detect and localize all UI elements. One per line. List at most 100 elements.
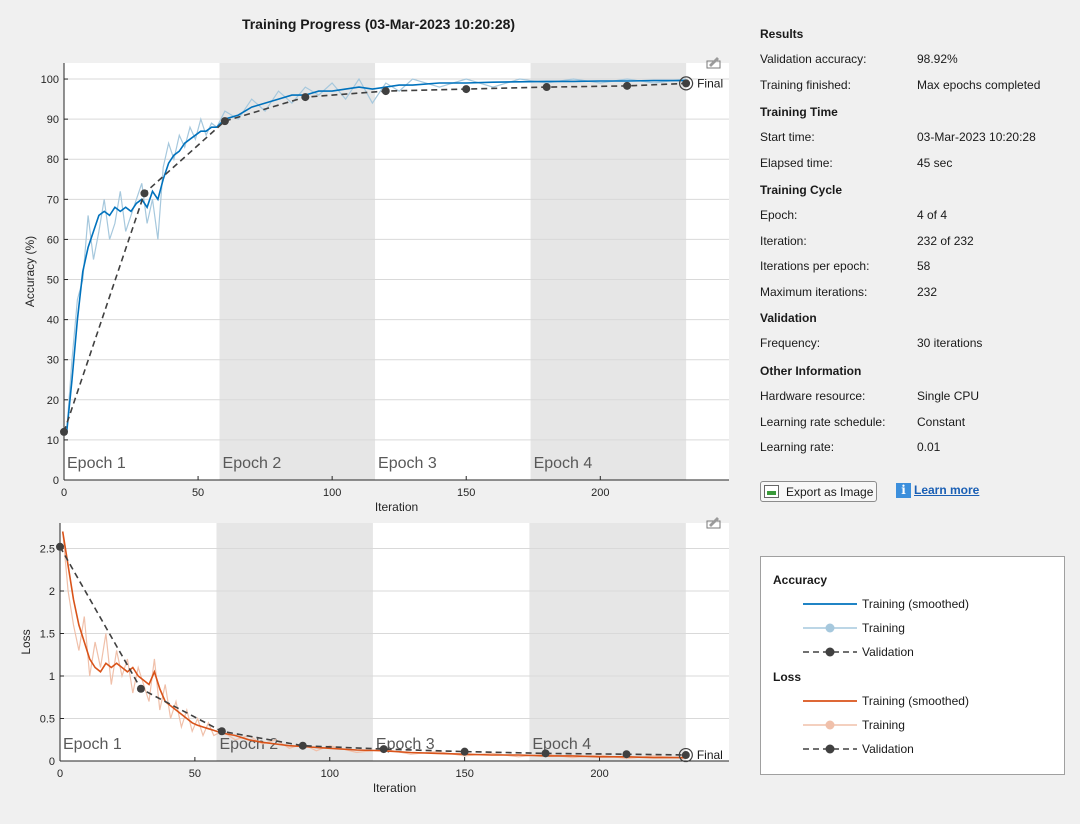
legend-swatch xyxy=(803,603,857,605)
result-label: Training finished: xyxy=(760,77,851,92)
legend-marker xyxy=(825,623,835,633)
x-tick-label: 50 xyxy=(192,487,204,499)
legend-marker xyxy=(825,647,835,657)
result-value: 232 xyxy=(917,285,938,300)
validation-point xyxy=(60,427,68,436)
y-tick-label: 2.5 xyxy=(40,544,55,556)
section-heading: Other Information xyxy=(760,364,862,378)
x-tick-label: 0 xyxy=(61,487,67,499)
epoch-label: Epoch 4 xyxy=(532,736,591,753)
learn-more-link[interactable]: Learn more xyxy=(914,483,980,497)
validation-point xyxy=(460,747,469,756)
legend-marker xyxy=(825,744,835,754)
result-label: Learning rate schedule: xyxy=(760,414,886,429)
legend-marker xyxy=(825,720,835,730)
x-tick-label: 150 xyxy=(457,487,475,499)
result-value: 58 xyxy=(917,259,931,274)
legend-heading: Loss xyxy=(773,670,802,684)
result-value: Max epochs completed xyxy=(917,77,1041,92)
result-label: Validation accuracy: xyxy=(760,52,867,66)
page-title: Training Progress (03-Mar-2023 10:20:28) xyxy=(241,16,516,32)
epoch-band xyxy=(216,523,373,761)
x-axis-label: Iteration xyxy=(373,781,416,795)
section-heading: Training Time xyxy=(760,105,838,119)
validation-point xyxy=(379,745,388,754)
legend-swatch xyxy=(803,623,857,633)
epoch-label: Epoch 4 xyxy=(534,455,593,472)
result-label: Epoch: xyxy=(760,208,798,222)
axes-toolbar-icon xyxy=(706,517,721,529)
x-tick-label: 0 xyxy=(57,768,63,780)
result-value: 232 of 232 xyxy=(917,233,974,248)
epoch-label: Epoch 2 xyxy=(223,455,282,472)
final-marker xyxy=(678,76,694,91)
y-tick-label: 10 xyxy=(47,435,59,447)
result-label: Iteration: xyxy=(760,233,807,248)
y-tick-label: 50 xyxy=(47,275,59,287)
x-axis-label: Iteration xyxy=(375,500,418,514)
x-tick-label: 50 xyxy=(189,768,201,780)
x-tick-label: 100 xyxy=(323,487,341,499)
x-tick-label: 100 xyxy=(321,768,339,780)
validation-line xyxy=(59,546,686,756)
result-value: 0.01 xyxy=(917,440,941,455)
training-smoothed-line xyxy=(65,79,687,432)
export-as-image-button[interactable]: Export as Image xyxy=(760,481,877,502)
y-tick-label: 0 xyxy=(53,475,59,487)
y-tick-label: 40 xyxy=(47,315,59,327)
legend: Accuracy Training (smoothed) Training Valid… xyxy=(760,556,1065,775)
result-label: Hardware resource: xyxy=(760,389,866,403)
result-label: Iterations per epoch: xyxy=(760,259,870,274)
validation-point xyxy=(462,85,471,94)
validation-point xyxy=(298,741,307,750)
final-label: Final xyxy=(697,748,723,762)
final-marker xyxy=(678,747,693,763)
epoch-label: Epoch 2 xyxy=(219,736,278,753)
validation-point xyxy=(220,117,229,126)
export-button-label: Export as Image xyxy=(786,485,874,499)
section-heading: Results xyxy=(760,27,804,41)
validation-point xyxy=(542,83,551,92)
result-label: Learning rate: xyxy=(760,440,835,455)
validation-point xyxy=(136,684,145,693)
epoch-label: Epoch 1 xyxy=(63,736,122,753)
result-label: Frequency: xyxy=(760,336,821,350)
result-label: Maximum iterations: xyxy=(760,285,868,300)
section-heading: Validation xyxy=(760,311,817,325)
validation-point xyxy=(682,79,691,88)
legend-item-label: Training (smoothed) xyxy=(862,694,969,708)
legend-item-label: Validation xyxy=(862,645,914,659)
result-label: Start time: xyxy=(760,130,815,144)
result-label: Elapsed time: xyxy=(760,155,833,170)
y-tick-label: 80 xyxy=(47,154,59,166)
epoch-label: Epoch 1 xyxy=(67,455,126,472)
validation-point xyxy=(681,751,690,760)
y-tick-label: 1.5 xyxy=(40,629,55,641)
final-label: Final xyxy=(697,76,723,90)
result-value: 98.92% xyxy=(917,52,958,66)
result-value: Single CPU xyxy=(917,389,980,403)
validation-point xyxy=(622,750,631,759)
epoch-band xyxy=(529,523,686,761)
legend-swatch xyxy=(803,744,857,754)
y-tick-label: 0 xyxy=(49,756,55,768)
y-tick-label: 70 xyxy=(47,194,59,206)
y-tick-label: 30 xyxy=(47,355,59,367)
y-tick-label: 60 xyxy=(47,234,59,246)
legend-item-label: Training xyxy=(862,718,905,732)
training-smoothed-line xyxy=(61,531,686,759)
axes-toolbar-icon xyxy=(706,57,721,69)
legend-swatch xyxy=(803,700,857,702)
legend-swatch xyxy=(803,647,857,657)
y-tick-label: 90 xyxy=(47,114,59,126)
toolbar-brush xyxy=(709,57,719,67)
x-tick-label: 150 xyxy=(455,768,473,780)
section-heading: Training Cycle xyxy=(760,183,843,197)
learn-more[interactable]: i Learn more xyxy=(896,483,980,499)
legend-swatch xyxy=(803,720,857,730)
y-axis-label: Loss xyxy=(19,629,33,654)
validation-point xyxy=(217,727,226,736)
validation-point xyxy=(140,189,149,198)
validation-point xyxy=(381,87,390,96)
accuracy-chart: 0 50 100 150 200 0 10 20 30 40 50 60 70 80 90 100 Iterat… xyxy=(23,57,729,514)
